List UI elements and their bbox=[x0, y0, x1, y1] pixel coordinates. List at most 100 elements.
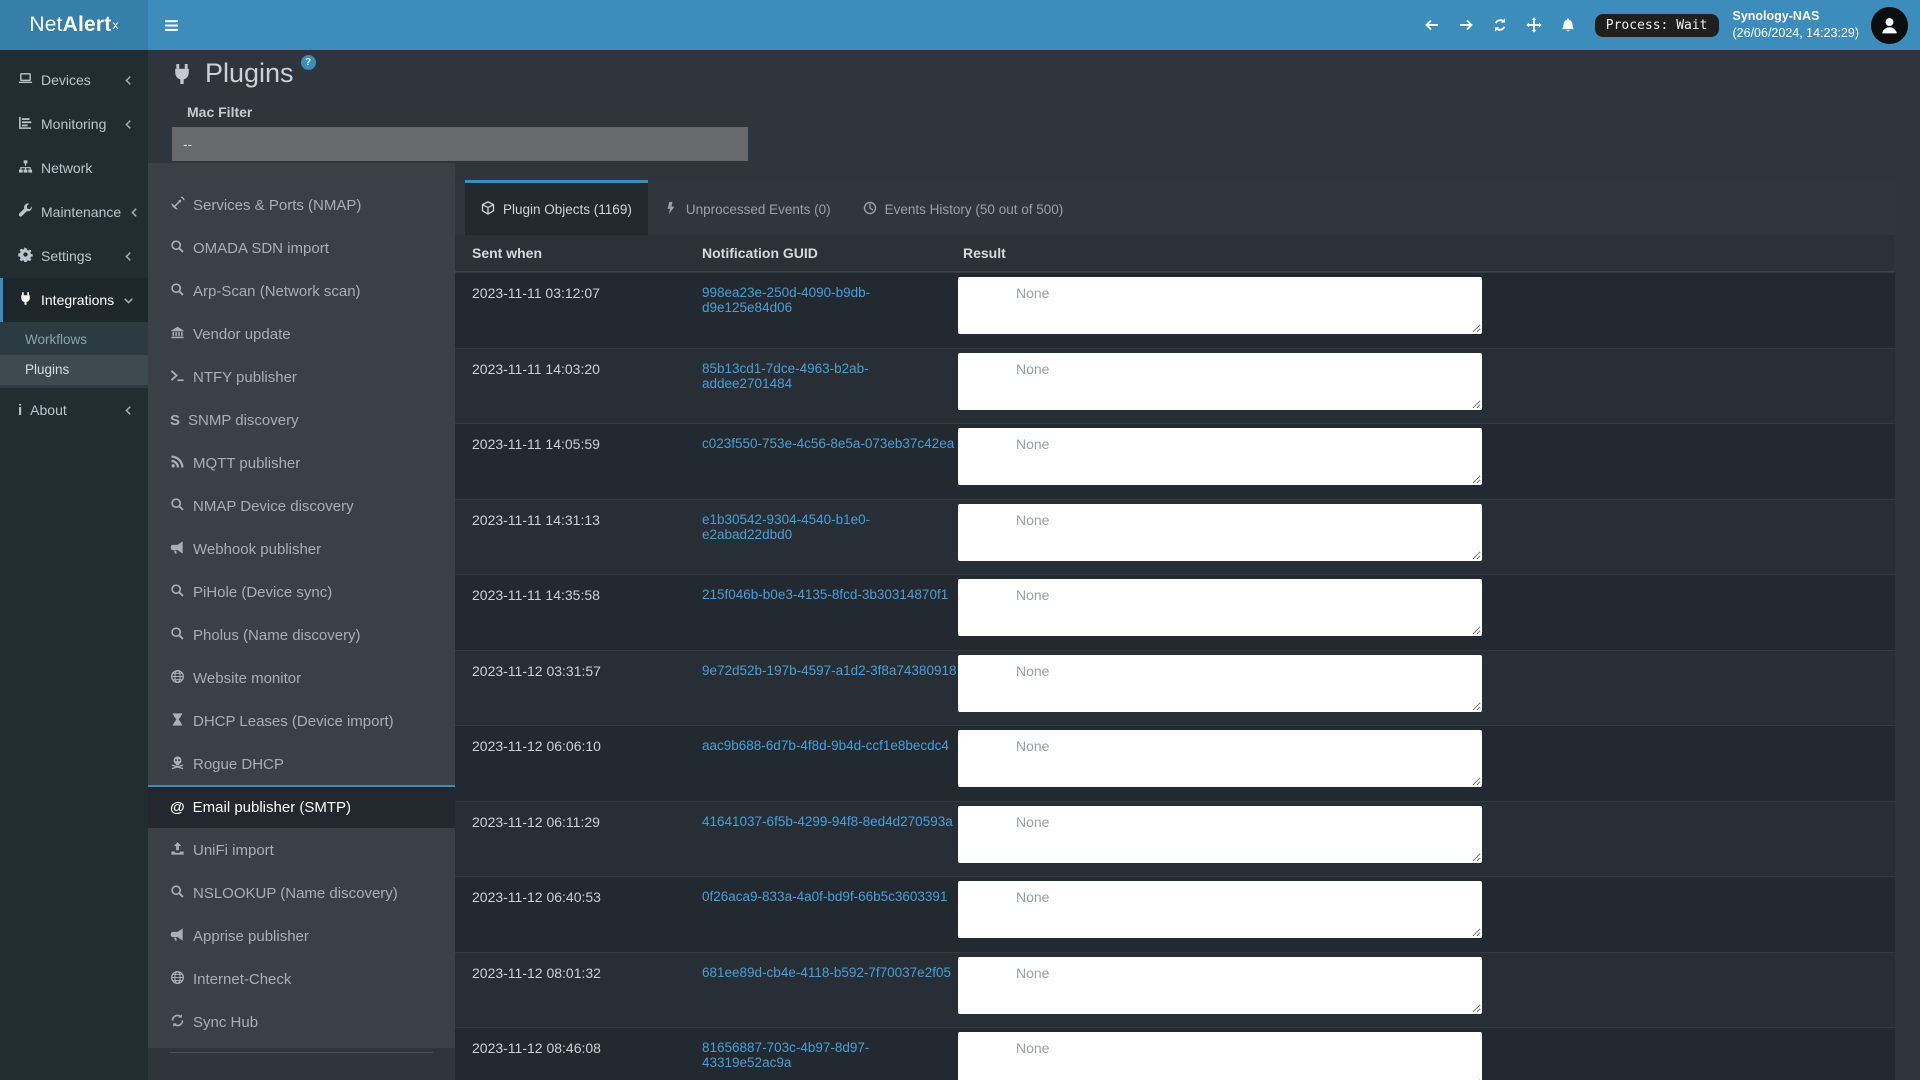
notification-guid-link[interactable]: 85b13cd1-7dce-4963-b2ab-addee2701484 bbox=[702, 360, 869, 391]
bank-icon bbox=[170, 325, 185, 340]
hamburger-icon bbox=[163, 17, 180, 34]
rss-icon bbox=[170, 454, 185, 469]
avatar[interactable] bbox=[1871, 6, 1908, 44]
sidebar-subitem-workflows[interactable]: Workflows bbox=[25, 332, 88, 347]
result-textarea[interactable] bbox=[958, 956, 1482, 1014]
bell-icon bbox=[1560, 17, 1576, 33]
result-textarea[interactable] bbox=[958, 654, 1482, 712]
bullhorn-icon bbox=[170, 927, 185, 942]
terminal-icon bbox=[170, 368, 185, 383]
search-icon bbox=[170, 239, 185, 254]
result-textarea[interactable] bbox=[958, 881, 1482, 938]
result-textarea[interactable] bbox=[958, 805, 1482, 863]
notification-guid-link[interactable]: 681ee89d-cb4e-4118-b592-7f70037e2f05 bbox=[702, 964, 951, 980]
plugin-item-omada-sdn-import[interactable]: OMADA SDN import bbox=[148, 226, 455, 269]
notification-guid-link[interactable]: 0f26aca9-833a-4a0f-bd9f-66b5c3603391 bbox=[702, 889, 948, 904]
bell-button[interactable] bbox=[1551, 0, 1585, 50]
sidebar-item-monitoring[interactable]: Monitoring bbox=[0, 102, 148, 146]
tab-plugin-objects-1169[interactable]: Plugin Objects (1169) bbox=[465, 180, 648, 235]
sent-when-value: 2023-11-12 06:40:53 bbox=[472, 889, 601, 905]
table-row: 2023-11-12 08:01:32 681ee89d-cb4e-4118-b… bbox=[455, 951, 1895, 1027]
table-row: 2023-11-12 08:46:08 81656887-703c-4b97-8… bbox=[455, 1027, 1895, 1080]
info-icon: i bbox=[18, 402, 23, 419]
plugin-item-rogue-dhcp[interactable]: Rogue DHCP bbox=[148, 742, 455, 785]
sidebar-item-network[interactable]: Network bbox=[0, 146, 148, 190]
help-badge[interactable]: ? bbox=[300, 55, 316, 70]
result-textarea[interactable] bbox=[958, 428, 1482, 485]
notification-guid-link[interactable]: 9e72d52b-197b-4597-a1d2-3f8a74380918 bbox=[702, 662, 957, 678]
search-icon bbox=[170, 282, 185, 297]
sent-when-value: 2023-11-12 08:46:08 bbox=[472, 1040, 601, 1056]
arrow-left-button[interactable] bbox=[1415, 0, 1449, 50]
plugin-item-nslookup-name-discovery[interactable]: NSLOOKUP (Name discovery) bbox=[148, 871, 455, 914]
skull-icon bbox=[170, 755, 185, 770]
sidebar-subitem-plugins[interactable]: Plugins bbox=[0, 355, 148, 385]
plugin-detail-panel: Plugin Objects (1169) Unprocessed Events… bbox=[455, 180, 1895, 1080]
chevron-left-icon bbox=[123, 405, 134, 416]
plugin-item-vendor-update[interactable]: Vendor update bbox=[148, 312, 455, 355]
notification-guid-link[interactable]: 81656887-703c-4b97-8d97-43319e52ac9a bbox=[702, 1040, 870, 1070]
plugin-item-sync-hub[interactable]: Sync Hub bbox=[148, 1000, 455, 1043]
sidebar-item-label: Integrations bbox=[41, 292, 115, 308]
tab-unprocessed-events-0[interactable]: Unprocessed Events (0) bbox=[648, 180, 847, 235]
plugin-item-website-monitor[interactable]: Website monitor bbox=[148, 656, 455, 699]
table-row: 2023-11-12 06:40:53 0f26aca9-833a-4a0f-b… bbox=[455, 876, 1895, 952]
notification-guid-link[interactable]: e1b30542-9304-4540-b1e0-e2abad22dbd0 bbox=[702, 511, 871, 542]
notification-guid-link[interactable]: 215f046b-b0e3-4135-8fcd-3b30314870f1 bbox=[702, 587, 949, 602]
sync-icon bbox=[170, 1013, 185, 1028]
sent-when-value: 2023-11-11 14:31:13 bbox=[472, 511, 600, 528]
plugin-item-nmap-device-discovery[interactable]: NMAP Device discovery bbox=[148, 484, 455, 527]
plugin-item-label: NTFY publisher bbox=[193, 369, 297, 386]
tab-events-history-50-out-of-500[interactable]: Events History (50 out of 500) bbox=[847, 180, 1080, 235]
plugin-item-label: Vendor update bbox=[193, 326, 291, 343]
sent-when-value: 2023-11-11 14:03:20 bbox=[472, 360, 600, 377]
plugin-item-snmp-discovery[interactable]: S SNMP discovery bbox=[148, 398, 455, 441]
plugin-item-label: Sync Hub bbox=[193, 1014, 259, 1031]
plugin-item-mqtt-publisher[interactable]: MQTT publisher bbox=[148, 441, 455, 484]
arrow-right-button[interactable] bbox=[1449, 0, 1483, 50]
sidebar-toggle-button[interactable] bbox=[148, 0, 194, 50]
result-textarea[interactable] bbox=[958, 579, 1482, 636]
plugin-item-pihole-device-sync[interactable]: PiHole (Device sync) bbox=[148, 570, 455, 613]
plugin-item-label: Rogue DHCP bbox=[193, 756, 284, 773]
plugin-item-webhook-publisher[interactable]: Webhook publisher bbox=[148, 527, 455, 570]
plugin-item-label: Apprise publisher bbox=[193, 928, 309, 945]
notification-guid-link[interactable]: c023f550-753e-4c56-8e5a-073eb37c42ea bbox=[702, 436, 955, 451]
top-navbar: Net Alert x Process: Wait Synology-NAS (26… bbox=[0, 0, 1920, 50]
plugin-item-label: PiHole (Device sync) bbox=[193, 584, 333, 601]
sidebar-item-integrations[interactable]: Integrations bbox=[0, 278, 148, 322]
plugin-item-pholus-name-discovery[interactable]: Pholus (Name discovery) bbox=[148, 613, 455, 656]
notification-guid-link[interactable]: aac9b688-6d7b-4f8d-9b4d-ccf1e8becdc4 bbox=[702, 738, 949, 753]
wrench-icon bbox=[18, 203, 33, 218]
plugin-item-email-publisher-smtp[interactable]: @ Email publisher (SMTP) bbox=[148, 785, 455, 828]
result-textarea[interactable] bbox=[958, 503, 1482, 561]
plugin-item-apprise-publisher[interactable]: Apprise publisher bbox=[148, 914, 455, 957]
plugin-item-dhcp-leases-device-import[interactable]: DHCP Leases (Device import) bbox=[148, 699, 455, 742]
sidebar-item-maintenance[interactable]: Maintenance bbox=[0, 190, 148, 234]
plugin-item-arp-scan-network-scan[interactable]: Arp-Scan (Network scan) bbox=[148, 269, 455, 312]
result-textarea[interactable] bbox=[958, 1032, 1482, 1080]
notification-guid-link[interactable]: 41641037-6f5b-4299-94f8-8ed4d270593a bbox=[702, 813, 953, 829]
page-title: Plugins ? bbox=[170, 55, 316, 90]
plugin-item-services-ports-nmap[interactable]: Services & Ports (NMAP) bbox=[148, 183, 455, 226]
notification-guid-link[interactable]: 998ea23e-250d-4090-b9db-d9e125e84d06 bbox=[702, 285, 871, 315]
sidebar-item-settings[interactable]: Settings bbox=[0, 234, 148, 278]
tab-bar: Plugin Objects (1169) Unprocessed Events… bbox=[455, 180, 1895, 235]
move-button[interactable] bbox=[1517, 0, 1551, 50]
plug-icon bbox=[18, 291, 33, 306]
app-logo[interactable]: Net Alert x bbox=[0, 0, 148, 50]
plugin-item-unifi-import[interactable]: UniFi import bbox=[148, 828, 455, 871]
mac-filter-input[interactable] bbox=[172, 127, 748, 161]
navbar-right: Process: Wait Synology-NAS (26/06/2024, … bbox=[1415, 0, 1920, 50]
result-textarea[interactable] bbox=[958, 352, 1482, 410]
plugin-item-label: Email publisher (SMTP) bbox=[192, 799, 352, 816]
refresh-button[interactable] bbox=[1483, 0, 1517, 50]
plugin-item-internet-check[interactable]: Internet-Check bbox=[148, 957, 455, 1000]
result-textarea[interactable] bbox=[958, 277, 1482, 334]
plugin-item-ntfy-publisher[interactable]: NTFY publisher bbox=[148, 355, 455, 398]
sidebar-item-devices[interactable]: Devices bbox=[0, 58, 148, 102]
plugin-item-label: NMAP Device discovery bbox=[193, 498, 354, 515]
sidebar-item-about[interactable]: i About bbox=[0, 388, 148, 432]
table-row: 2023-11-11 14:05:59 c023f550-753e-4c56-8… bbox=[455, 423, 1895, 499]
result-textarea[interactable] bbox=[958, 730, 1482, 787]
